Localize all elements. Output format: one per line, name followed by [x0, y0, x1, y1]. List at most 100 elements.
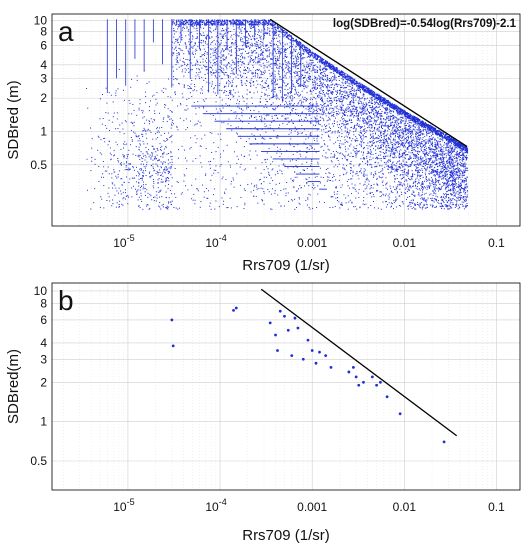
- data-point: [244, 69, 246, 71]
- data-point: [448, 189, 450, 191]
- data-point: [423, 160, 425, 162]
- data-point: [358, 150, 360, 152]
- data-point: [295, 88, 297, 90]
- data-point: [330, 84, 332, 86]
- data-point: [380, 115, 382, 117]
- data-point: [164, 106, 166, 108]
- data-point: [380, 118, 382, 120]
- data-point: [375, 166, 377, 168]
- data-point: [418, 134, 420, 136]
- data-point: [409, 133, 411, 135]
- data-point: [393, 208, 395, 210]
- data-point: [381, 176, 383, 178]
- data-point: [243, 62, 245, 64]
- data-point: [268, 87, 270, 89]
- data-point: [269, 53, 271, 55]
- data-point: [173, 123, 175, 125]
- data-point: [337, 113, 339, 115]
- data-point: [392, 126, 394, 128]
- data-point: [313, 79, 315, 81]
- data-point: [452, 140, 454, 142]
- data-point: [270, 20, 272, 22]
- data-point: [117, 176, 119, 178]
- data-point: [339, 143, 341, 145]
- data-point: [176, 60, 178, 62]
- data-point: [295, 160, 297, 162]
- data-point: [395, 125, 397, 127]
- data-point: [384, 102, 386, 104]
- data-point: [397, 119, 399, 121]
- data-point: [110, 94, 112, 96]
- data-point: [291, 199, 293, 201]
- data-point: [324, 185, 326, 187]
- data-point: [188, 71, 190, 73]
- data-point: [362, 138, 364, 140]
- data-point: [350, 160, 352, 162]
- data-point: [297, 188, 299, 190]
- data-point: [160, 174, 162, 176]
- data-point: [297, 83, 299, 85]
- data-point: [247, 42, 249, 44]
- data-point: [185, 69, 187, 71]
- data-point: [233, 111, 235, 113]
- data-point: [432, 156, 434, 158]
- data-point: [448, 166, 450, 168]
- data-point: [339, 120, 341, 122]
- data-point: [394, 175, 396, 177]
- data-point: [140, 198, 142, 200]
- data-point: [373, 91, 375, 93]
- data-point: [449, 206, 451, 208]
- data-point: [423, 199, 425, 201]
- data-point: [388, 160, 390, 162]
- data-point: [146, 189, 148, 191]
- data-point: [390, 190, 392, 192]
- data-point: [437, 144, 439, 146]
- data-point: [423, 161, 425, 163]
- data-point: [197, 22, 199, 24]
- data-point: [106, 102, 108, 104]
- data-point: [162, 91, 164, 93]
- data-point: [214, 19, 216, 21]
- data-point: [254, 45, 256, 47]
- data-point: [380, 147, 382, 149]
- data-point: [375, 95, 377, 97]
- data-point: [274, 81, 276, 83]
- data-point: [312, 183, 314, 185]
- data-point: [374, 107, 376, 109]
- data-point: [226, 63, 228, 65]
- data-point: [325, 108, 327, 110]
- data-point: [299, 52, 301, 54]
- data-point: [402, 166, 404, 168]
- data-point: [248, 38, 250, 40]
- data-point: [216, 22, 218, 24]
- data-point: [226, 207, 228, 209]
- data-point: [236, 155, 238, 157]
- data-point: [347, 75, 349, 77]
- data-point: [131, 139, 133, 141]
- data-point: [351, 77, 353, 79]
- data-point: [378, 94, 380, 96]
- data-point: [164, 168, 166, 170]
- data-point: [452, 177, 454, 179]
- data-point: [420, 121, 422, 123]
- data-point: [459, 152, 461, 154]
- data-point: [333, 122, 335, 124]
- data-point: [382, 139, 384, 141]
- data-point: [315, 98, 317, 100]
- data-point: [274, 82, 276, 84]
- data-point: [431, 131, 433, 133]
- data-point: [232, 19, 234, 21]
- data-point: [295, 38, 297, 40]
- data-point: [358, 125, 360, 127]
- data-point: [327, 148, 329, 150]
- data-point: [445, 157, 447, 159]
- data-point: [293, 38, 295, 40]
- data-point: [212, 23, 214, 25]
- data-point: [381, 142, 383, 144]
- data-point: [406, 133, 408, 135]
- data-point: [267, 49, 269, 51]
- data-point: [414, 140, 416, 142]
- data-point: [271, 193, 273, 195]
- data-point: [457, 154, 459, 156]
- data-point: [237, 60, 239, 62]
